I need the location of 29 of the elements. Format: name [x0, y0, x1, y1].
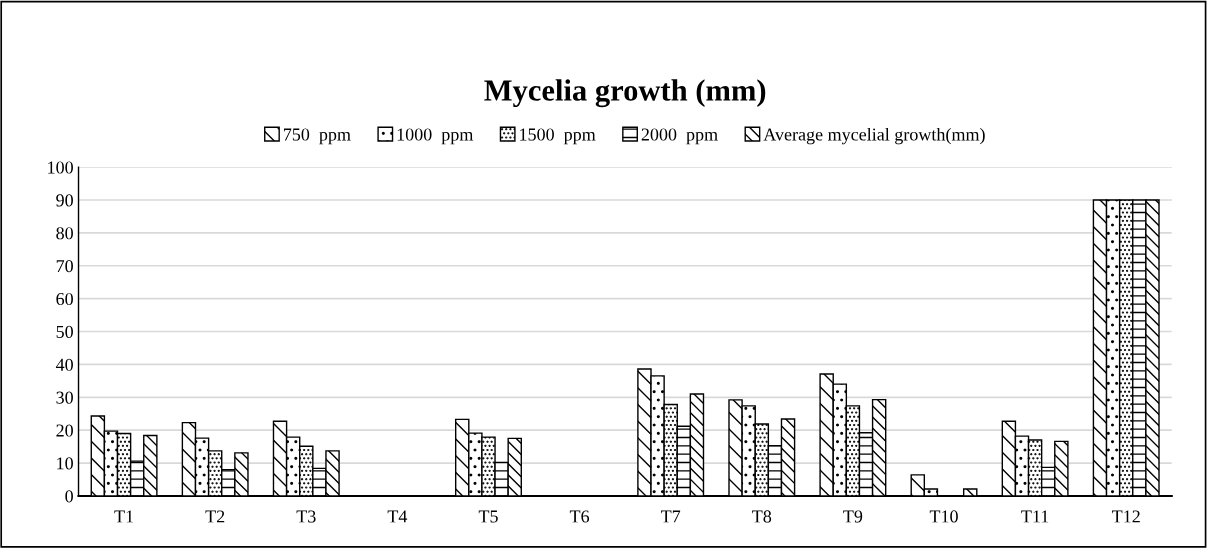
x-tick-label: T9	[843, 510, 863, 523]
legend-label: 1500 ppm	[520, 128, 596, 145]
y-tick-label: 70	[56, 260, 73, 273]
x-tick-label: T10	[929, 510, 958, 523]
y-tick-label: 30	[56, 391, 73, 404]
x-tick-label: T8	[752, 510, 772, 523]
y-tick-label: 100	[48, 161, 73, 174]
x-tick-label: T5	[478, 510, 498, 523]
y-tick-label: 50	[56, 325, 73, 338]
legend-label: 1000 ppm	[397, 128, 474, 145]
x-tick-label: T11	[1021, 510, 1049, 523]
legend-label: 750 ppm	[283, 128, 351, 145]
x-tick-label: T6	[569, 510, 590, 523]
x-tick-label: T7	[660, 510, 681, 523]
y-tick-label: 0	[65, 490, 73, 503]
legend-label: Average mycelial growth(mm)	[763, 127, 985, 145]
x-tick-label: T4	[387, 510, 408, 523]
y-tick-label: 60	[56, 292, 73, 306]
y-tick-label: 20	[56, 424, 73, 437]
y-tick-label: 40	[55, 358, 73, 371]
x-tick-label: T12	[1111, 510, 1140, 523]
y-tick-label: 10	[57, 457, 73, 470]
x-tick-label: T2	[205, 510, 225, 523]
y-tick-label: 90	[56, 194, 73, 207]
x-tick-label: T3	[296, 510, 316, 523]
legend-label: 2000 ppm	[641, 128, 718, 145]
chart-title: Mycelia growth (mm)	[484, 79, 766, 108]
x-tick-label: T1	[114, 510, 134, 523]
y-tick-label: 80	[56, 227, 73, 240]
